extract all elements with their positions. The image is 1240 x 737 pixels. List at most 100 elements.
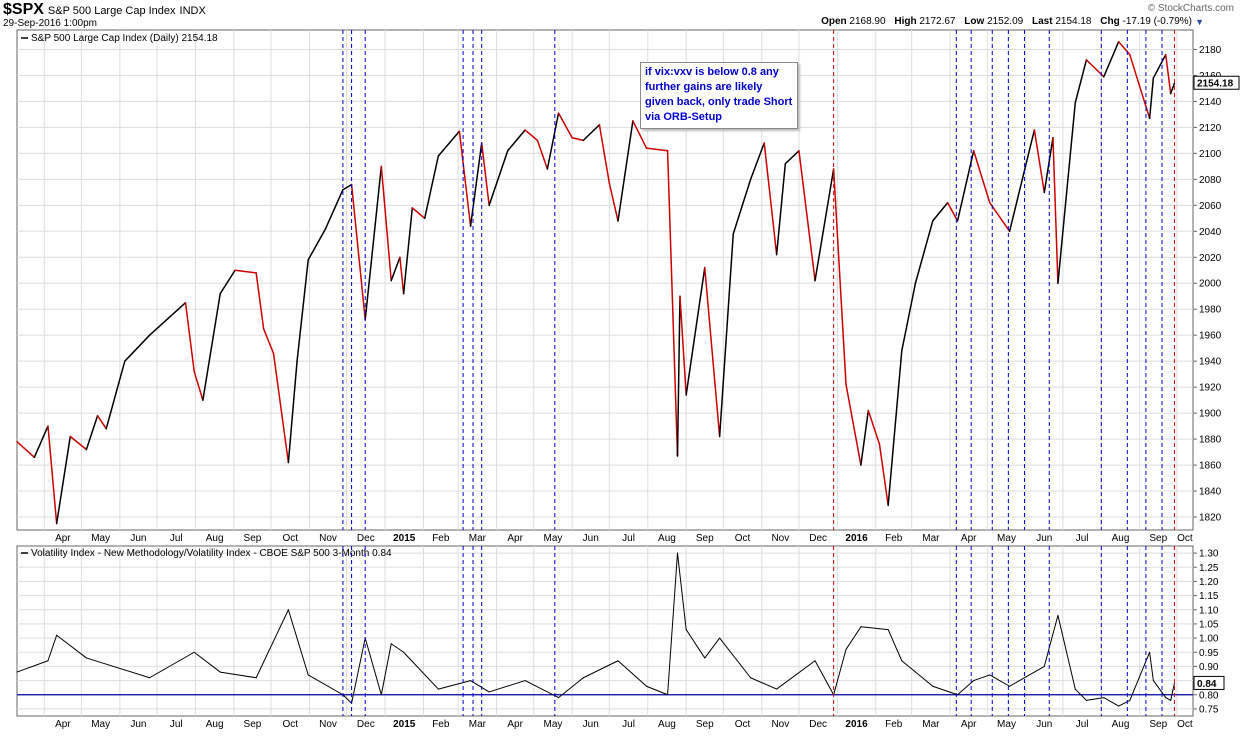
ratio-line-segment xyxy=(685,629,706,659)
ratio-y-tick-label: 1.00 xyxy=(1199,634,1219,645)
price-x-tick-label: Jun xyxy=(130,533,146,544)
price-x-tick-label: 2015 xyxy=(393,533,416,544)
ratio-line-segment xyxy=(85,657,151,679)
price-line-segment xyxy=(437,130,461,157)
ratio-x-tick-label: Nov xyxy=(319,719,337,730)
ratio-line-segment xyxy=(1170,682,1175,701)
change-label: Chg xyxy=(1100,16,1120,27)
price-y-tick-label: 2060 xyxy=(1199,201,1222,212)
brand-watermark: © StockCharts.com xyxy=(1147,3,1234,14)
price-line-segment xyxy=(524,129,539,142)
price-line-segment xyxy=(676,295,681,457)
ratio-x-tick-label: Feb xyxy=(885,719,903,730)
price-x-tick-label: May xyxy=(997,533,1016,544)
ratio-line-segment xyxy=(719,637,752,679)
ratio-y-tick-label: 0.95 xyxy=(1199,648,1219,659)
price-line-segment xyxy=(932,201,949,222)
ratio-line-segment xyxy=(524,680,560,699)
price-y-tick-label: 2100 xyxy=(1199,149,1222,160)
dropdown-caret-icon[interactable]: ▼ xyxy=(1195,17,1204,27)
ratio-x-tick-label: Jun xyxy=(583,719,599,730)
price-line-segment xyxy=(679,295,687,396)
price-y-tick-label: 2180 xyxy=(1199,45,1222,56)
price-last-value-box xyxy=(1193,75,1240,90)
price-line-segment xyxy=(124,334,151,362)
price-y-tick-label: 1880 xyxy=(1199,435,1222,446)
ratio-line-segment xyxy=(488,680,526,693)
ratio-line-segment xyxy=(646,685,669,696)
price-line-segment xyxy=(402,207,414,295)
price-line-segment xyxy=(148,301,187,336)
price-line-segment xyxy=(704,266,721,438)
price-line-segment xyxy=(845,383,862,466)
ratio-x-tick-label: Sep xyxy=(696,719,714,730)
ratio-y-tick-label: 1.15 xyxy=(1199,591,1219,602)
price-x-tick-label: Aug xyxy=(658,533,676,544)
ratio-x-tick-label: Aug xyxy=(206,719,224,730)
ratio-x-tick-label: Aug xyxy=(1112,719,1130,730)
price-line-segment xyxy=(763,142,778,256)
price-line-segment xyxy=(989,201,1011,233)
price-line-segment xyxy=(350,183,366,321)
price-y-tick-label: 1920 xyxy=(1199,383,1222,394)
ratio-pane: 0.750.800.850.900.951.001.051.101.151.20… xyxy=(16,545,1225,730)
price-line-segment xyxy=(798,150,816,282)
ratio-legend-label: Volatility Index - New Methodology/Volat… xyxy=(31,548,392,559)
price-line-segment xyxy=(972,150,991,204)
price-line-segment xyxy=(867,409,881,446)
price-line-segment xyxy=(617,120,634,222)
price-x-tick-label: Nov xyxy=(771,533,789,544)
price-y-tick-label: 2000 xyxy=(1199,279,1222,290)
ratio-line-segment xyxy=(582,660,619,679)
high-value: 2172.67 xyxy=(919,16,956,27)
ratio-line-segment xyxy=(1043,614,1059,667)
exchange-label: INDX xyxy=(179,5,206,17)
ticker-symbol: $SPX xyxy=(3,1,44,18)
ratio-line-segment xyxy=(833,648,847,696)
open-value: 2168.90 xyxy=(849,16,886,27)
price-line-segment xyxy=(287,360,298,464)
price-y-tick-label: 1960 xyxy=(1199,331,1222,342)
annotation-box: if vix:vxv is below 0.8 any further gain… xyxy=(640,62,798,129)
ratio-y-tick-label: 1.30 xyxy=(1199,549,1219,560)
ratio-line-segment xyxy=(887,629,903,662)
price-line-segment xyxy=(557,112,573,139)
ratio-line-segment xyxy=(901,660,934,687)
ratio-line-segment xyxy=(149,651,195,679)
ratio-line-segment xyxy=(16,660,49,673)
price-x-tick-label: Oct xyxy=(1177,533,1193,544)
ratio-x-tick-label: May xyxy=(91,719,110,730)
price-line-segment xyxy=(96,414,107,430)
price-x-tick-label: May xyxy=(91,533,110,544)
price-line-segment xyxy=(1152,53,1167,79)
price-line-segment xyxy=(390,256,401,282)
ratio-x-tick-label: Oct xyxy=(735,719,751,730)
price-line-segment xyxy=(732,178,752,235)
price-line-segment xyxy=(184,301,195,373)
price-line-segment xyxy=(193,370,204,401)
ratio-x-tick-label: Nov xyxy=(771,719,789,730)
price-x-tick-label: Mar xyxy=(469,533,487,544)
ratio-line-segment xyxy=(342,694,353,704)
price-line-segment xyxy=(1057,101,1077,284)
index-name: S&P 500 Large Cap Index xyxy=(47,5,176,17)
ratio-x-tick-label: Dec xyxy=(809,719,827,730)
price-plot-area xyxy=(16,29,1194,531)
ratio-y-tick-label: 0.75 xyxy=(1199,704,1219,715)
ratio-x-tick-label: Apr xyxy=(961,719,977,730)
ratio-line-segment xyxy=(1057,614,1076,690)
ratio-line-segment xyxy=(1152,680,1167,699)
price-line-segment xyxy=(342,183,353,191)
ratio-line-segment xyxy=(814,660,835,696)
price-line-segment xyxy=(85,414,99,451)
price-x-tick-label: Dec xyxy=(357,533,375,544)
price-line-segment xyxy=(832,168,847,386)
price-x-tick-label: Apr xyxy=(55,533,71,544)
price-line-segment xyxy=(458,130,472,227)
ratio-x-tick-label: Oct xyxy=(1177,719,1193,730)
price-line-segment xyxy=(666,150,679,457)
price-line-segment xyxy=(946,201,959,222)
price-line-segment xyxy=(55,435,72,525)
ratio-x-tick-label: Mar xyxy=(922,719,940,730)
